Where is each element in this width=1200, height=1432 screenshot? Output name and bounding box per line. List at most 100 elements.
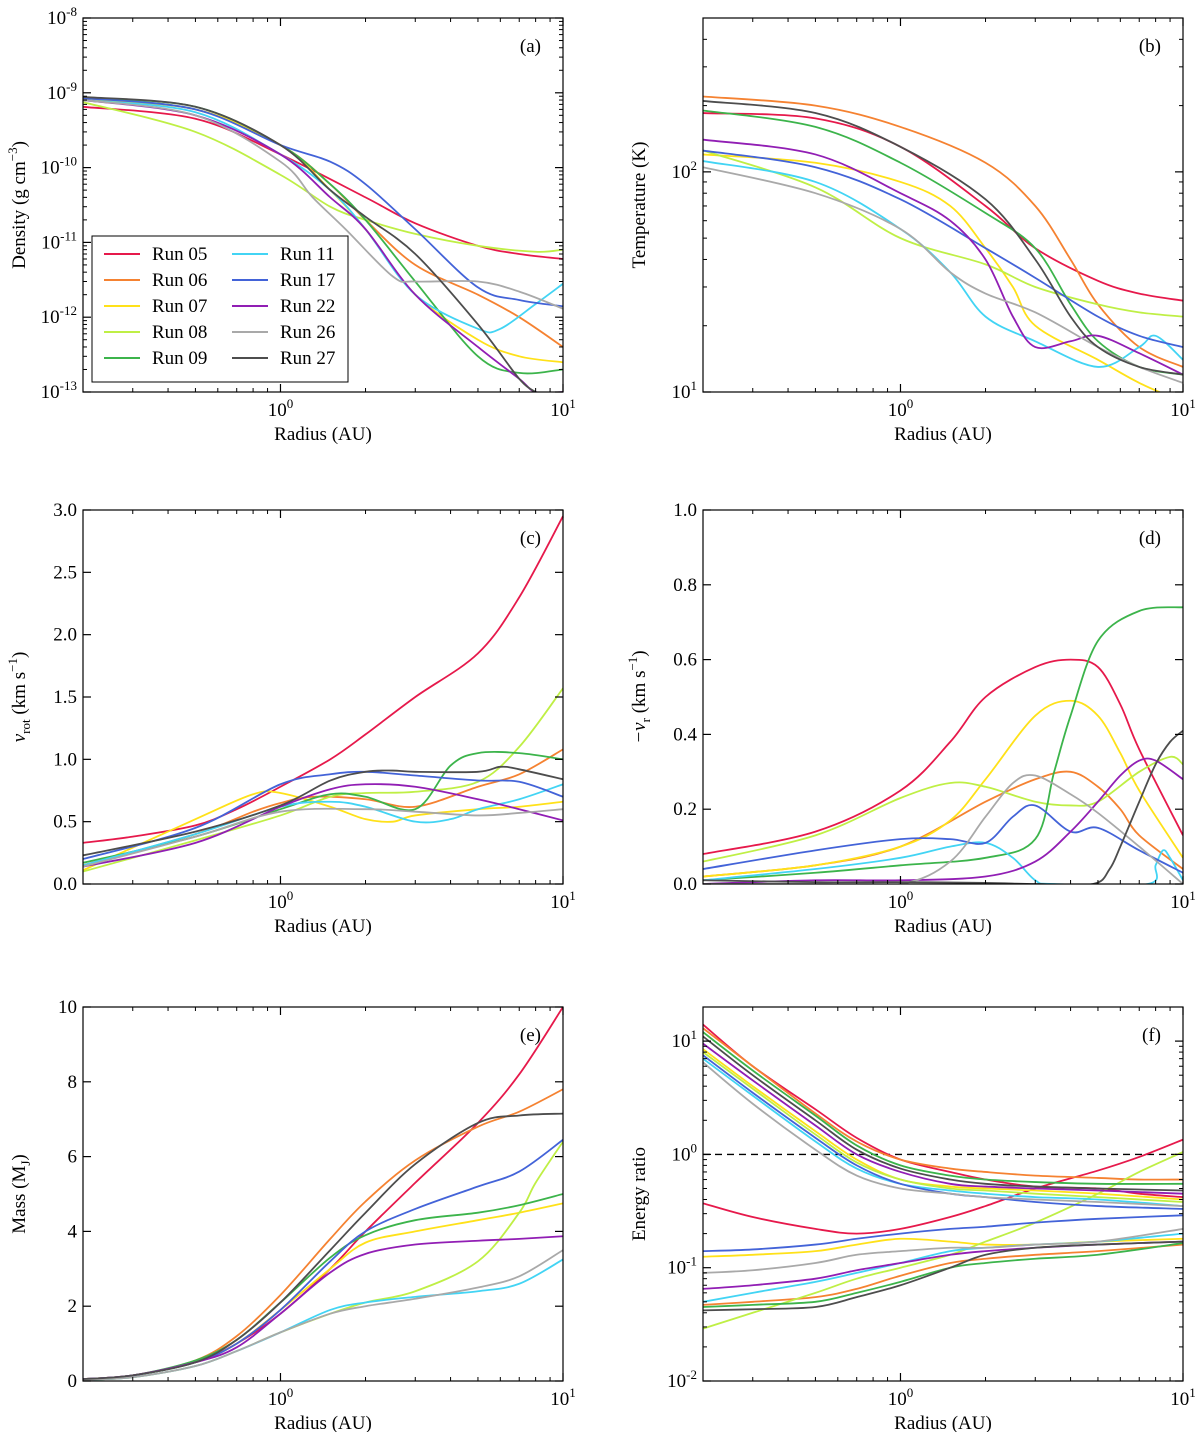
series-line-run-27 bbox=[703, 100, 1183, 376]
y-tick-label: 10-13 bbox=[41, 378, 77, 403]
y-tick-label: 101 bbox=[672, 378, 698, 403]
legend-item: Run 06 bbox=[104, 270, 207, 291]
axes-frame bbox=[702, 17, 1184, 393]
series-line-run-17 bbox=[83, 770, 563, 860]
y-tick-label: 0.4 bbox=[673, 724, 697, 745]
x-tick-label: 101 bbox=[1170, 1385, 1196, 1410]
y-tick-label: 0 bbox=[68, 1371, 78, 1392]
y-tick-label: 0.8 bbox=[673, 575, 697, 596]
y-tick-label: 0.2 bbox=[673, 799, 697, 820]
y-axis-label: −vr (km s−1) bbox=[625, 650, 653, 743]
series-line-run-22 bbox=[703, 138, 1183, 376]
panel-f: 100 101 10-2 10-1 100 101 (f) Radius (AU) Energy… bbox=[629, 1006, 1196, 1432]
series-line-run-09-upper- bbox=[703, 1031, 1183, 1185]
x-axis-label: Radius (AU) bbox=[274, 424, 372, 445]
y-tick-label: 0.6 bbox=[673, 650, 697, 671]
x-tick-label: 100 bbox=[888, 1385, 914, 1410]
y-tick-label: 10-10 bbox=[41, 154, 77, 179]
y-tick-label: 4 bbox=[68, 1221, 78, 1242]
axes-frame bbox=[702, 1006, 1184, 1382]
legend-label: Run 11 bbox=[280, 244, 335, 265]
series-line-run-22 bbox=[703, 757, 1183, 884]
y-tick-label: 0.0 bbox=[673, 874, 697, 895]
legend-item: Run 05 bbox=[104, 244, 207, 265]
series-line-run-05 bbox=[83, 105, 563, 260]
legend: Run 05 Run 06 Run 07 Run 08 Run 09 Run 11 Run … bbox=[91, 235, 349, 383]
legend-label: Run 07 bbox=[152, 296, 207, 317]
axes-frame bbox=[82, 1006, 564, 1382]
legend-label: Run 17 bbox=[280, 270, 335, 291]
series-line-run-11-upper- bbox=[703, 1057, 1183, 1207]
series-line-run-07 bbox=[83, 1202, 563, 1381]
series-line-run-07 bbox=[703, 699, 1183, 878]
series-line-run-05-lower- bbox=[703, 1138, 1183, 1235]
y-tick-label: 10-11 bbox=[41, 228, 77, 253]
series-line-run-17-upper- bbox=[703, 1054, 1183, 1210]
legend-item: Run 27 bbox=[232, 348, 335, 369]
y-tick-label: 8 bbox=[68, 1072, 78, 1093]
series-line-run-09-lower- bbox=[703, 1242, 1183, 1308]
x-tick-label: 101 bbox=[1170, 888, 1196, 913]
panel-c: 100 101 0.0 0.5 1.0 1.5 2.0 2.5 3.0 (c) Radius (AU… bbox=[5, 500, 576, 937]
series-line-run-26 bbox=[703, 774, 1183, 884]
y-tick-label: 1.0 bbox=[673, 500, 697, 521]
y-tick-label: 100 bbox=[672, 1140, 698, 1165]
panel-label: (a) bbox=[520, 36, 541, 57]
panel-label: (d) bbox=[1139, 528, 1161, 549]
panel-d: 100 101 0.0 0.2 0.4 0.6 0.8 1.0 (d) Radius (AU) −v… bbox=[625, 500, 1196, 937]
x-tick-label: 100 bbox=[888, 888, 914, 913]
series-line-run-07-upper- bbox=[703, 1048, 1183, 1201]
series-line-run-09 bbox=[703, 109, 1183, 376]
series-line-run-27 bbox=[83, 765, 563, 857]
series-line-run-06-lower- bbox=[703, 1243, 1183, 1306]
series-line-run-05 bbox=[703, 112, 1183, 302]
series-line-run-26 bbox=[83, 807, 563, 868]
series-line-run-27-lower- bbox=[703, 1240, 1183, 1312]
y-axis-label: Energy ratio bbox=[629, 1147, 650, 1241]
legend-label: Run 22 bbox=[280, 296, 335, 317]
legend-item: Run 17 bbox=[232, 270, 335, 291]
series-line-run-17 bbox=[83, 97, 563, 308]
series-line-run-26 bbox=[703, 166, 1183, 384]
x-axis-label: Radius (AU) bbox=[894, 424, 992, 445]
series-line-run-27 bbox=[83, 1112, 563, 1381]
y-axis-label: Temperature (K) bbox=[629, 142, 650, 269]
series-line-run-17 bbox=[83, 1139, 563, 1381]
legend-label: Run 05 bbox=[152, 244, 207, 265]
series-line-run-22-upper- bbox=[703, 1042, 1183, 1195]
x-tick-label: 100 bbox=[268, 888, 294, 913]
panel-label: (e) bbox=[520, 1025, 541, 1046]
x-tick-label: 101 bbox=[1170, 396, 1196, 421]
series-line-run-08 bbox=[703, 149, 1183, 318]
series-line-run-05-upper- bbox=[703, 1023, 1183, 1198]
panel-label: (c) bbox=[520, 528, 541, 549]
series-line-run-06-upper- bbox=[703, 1027, 1183, 1181]
y-tick-label: 2.0 bbox=[53, 625, 77, 646]
y-tick-label: 2.5 bbox=[53, 562, 77, 583]
y-tick-label: 10-8 bbox=[47, 4, 77, 29]
series-line-run-08 bbox=[83, 101, 563, 253]
series-line-run-26 bbox=[83, 99, 563, 310]
series-line-run-09 bbox=[703, 606, 1183, 882]
series-line-run-05 bbox=[83, 1007, 563, 1381]
panel-e: 100 101 0 2 4 6 8 10 (e) Radius (AU) Mass (MJ) bbox=[9, 997, 576, 1432]
legend-label: Run 06 bbox=[152, 270, 207, 291]
x-tick-label: 101 bbox=[550, 888, 576, 913]
series-line-run-26-lower- bbox=[703, 1228, 1183, 1274]
legend-item: Run 26 bbox=[232, 322, 335, 343]
x-axis-label: Radius (AU) bbox=[894, 916, 992, 937]
legend-item: Run 08 bbox=[104, 322, 207, 343]
legend-label: Run 09 bbox=[152, 348, 207, 369]
x-tick-label: 100 bbox=[268, 396, 294, 421]
series-line-run-27-upper- bbox=[703, 1035, 1183, 1192]
y-tick-label: 10-12 bbox=[41, 303, 77, 328]
y-tick-label: 10 bbox=[58, 997, 77, 1018]
series-line-run-08 bbox=[83, 1141, 563, 1381]
series-line-run-26-upper- bbox=[703, 1061, 1183, 1207]
panel-label: (f) bbox=[1142, 1025, 1161, 1046]
y-tick-label: 3.0 bbox=[53, 500, 77, 521]
axes-frame bbox=[82, 509, 564, 885]
axes-frame bbox=[702, 509, 1184, 885]
legend-label: Run 08 bbox=[152, 322, 207, 343]
